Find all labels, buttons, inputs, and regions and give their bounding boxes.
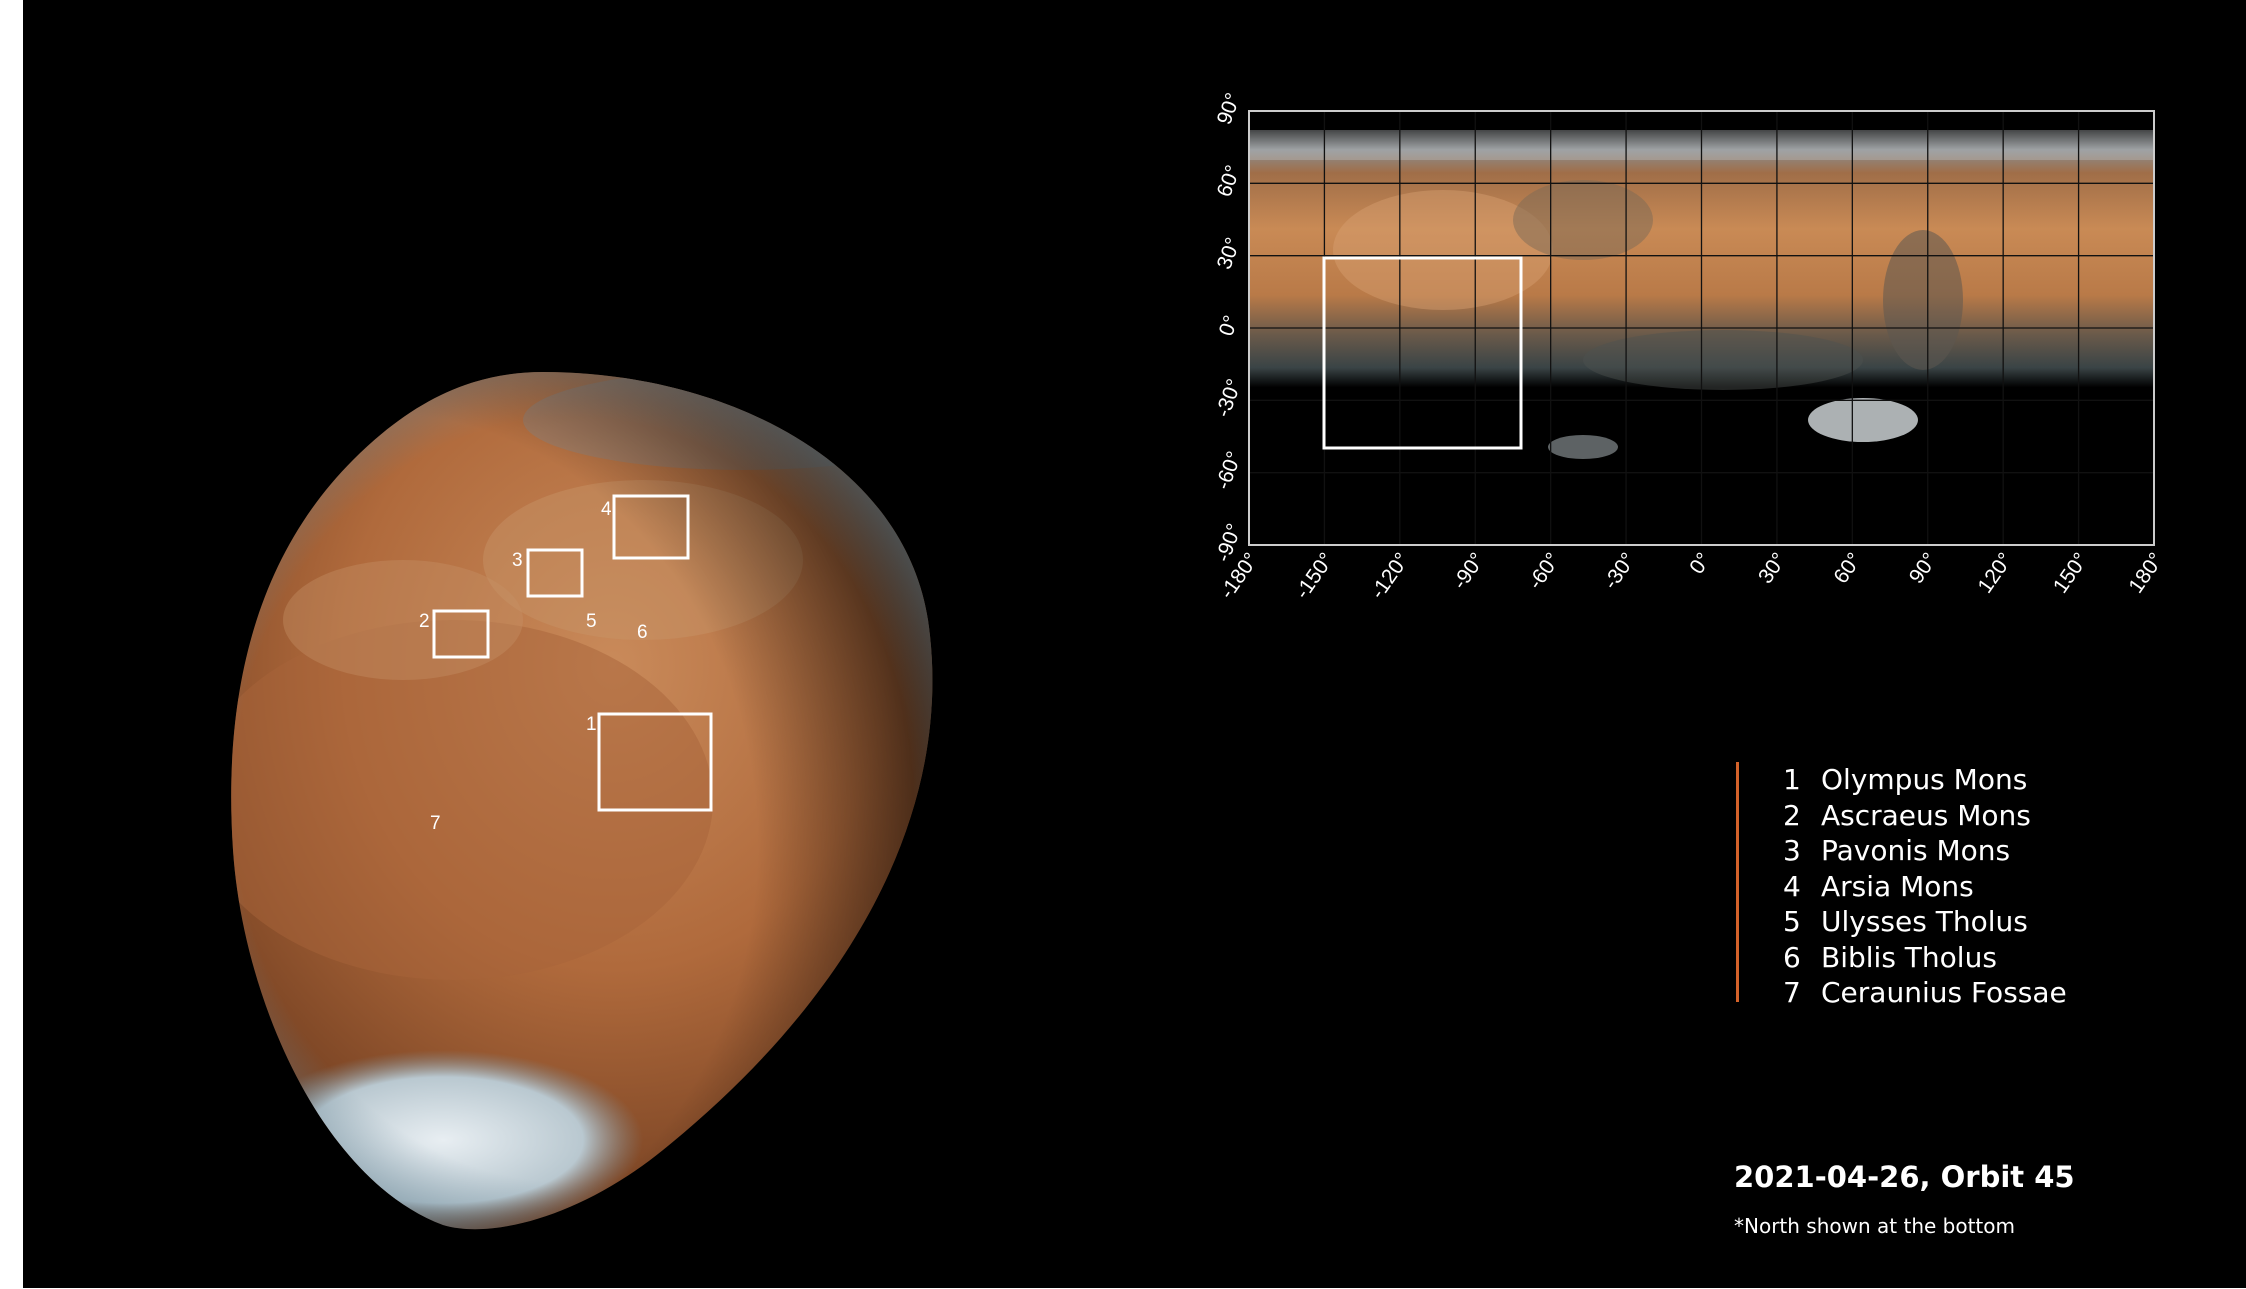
lon-tick-label: 180° bbox=[2124, 549, 2168, 598]
marker-label-4: 4 bbox=[601, 499, 612, 520]
lon-tick-label: 150° bbox=[2049, 549, 2093, 598]
legend-name: Arsia Mons bbox=[1821, 869, 1974, 903]
legend-number: 6 bbox=[1783, 940, 1801, 974]
marker-label-2: 2 bbox=[419, 611, 430, 632]
map-grid bbox=[1249, 111, 2154, 545]
lat-tick-label: 30° bbox=[1213, 235, 1245, 273]
lat-tick-label: 60° bbox=[1213, 162, 1245, 200]
legend-number: 7 bbox=[1783, 976, 1801, 1009]
lat-tick-label: -60° bbox=[1211, 448, 1246, 492]
legend-name: Ceraunius Fossae bbox=[1821, 976, 2067, 1009]
lon-tick-label: -90° bbox=[1448, 549, 1489, 594]
legend-number: 5 bbox=[1783, 905, 1801, 938]
marker-box-4 bbox=[612, 494, 690, 560]
lon-tick-label: -30° bbox=[1599, 549, 1640, 594]
legend-name: Pavonis Mons bbox=[1821, 834, 2011, 867]
lon-tick-label: -120° bbox=[1366, 549, 1414, 604]
mars-map-figure: 90°60°30°0°-30°-60°-90° -180° -150° -120° -… bbox=[1211, 90, 2168, 604]
globe-markers: 1 2 3 4 5 6 7 bbox=[419, 494, 713, 834]
lon-tick-label: 90° bbox=[1905, 549, 1942, 588]
legend-name: Ulysses Tholus bbox=[1821, 905, 2028, 938]
map-border bbox=[1248, 110, 2155, 546]
lon-tick-label: 120° bbox=[1974, 549, 2018, 598]
lat-tick-label: 0° bbox=[1215, 312, 1243, 339]
legend-item: 2 Ascraeus Mons bbox=[1783, 798, 2067, 834]
legend-name: Ascraeus Mons bbox=[1821, 798, 2031, 832]
lat-tick-labels: 90°60°30°0°-30°-60°-90° bbox=[1211, 90, 1246, 565]
marker-box-3 bbox=[526, 548, 584, 598]
legend-item: 5 Ulysses Tholus bbox=[1783, 904, 2067, 940]
legend-item: 7 Ceraunius Fossae bbox=[1783, 975, 2067, 1011]
mars-globe-image: 1 2 3 4 5 6 7 bbox=[231, 372, 933, 1230]
legend-name: Olympus Mons bbox=[1821, 763, 2028, 796]
legend-item: 6 Biblis Tholus bbox=[1783, 940, 2067, 976]
map-highlight-box bbox=[1322, 256, 1523, 450]
lon-tick-label: 30° bbox=[1754, 549, 1791, 588]
legend-name: Biblis Tholus bbox=[1821, 940, 1997, 974]
marker-label-5: 5 bbox=[586, 611, 597, 632]
lat-tick-label: 90° bbox=[1213, 90, 1245, 128]
date-orbit: 2021-04-26, Orbit 45 bbox=[1734, 1160, 2075, 1194]
orientation-note: *North shown at the bottom bbox=[1734, 1214, 2015, 1238]
lon-tick-label: 60° bbox=[1829, 549, 1866, 588]
legend-item: 1 Olympus Mons bbox=[1783, 762, 2067, 798]
legend-number: 1 bbox=[1783, 763, 1801, 796]
legend-item: 3 Pavonis Mons bbox=[1783, 833, 2067, 869]
lat-tick-label: -30° bbox=[1211, 376, 1246, 420]
image-frame: 1 2 3 4 5 6 7 bbox=[23, 0, 2246, 1288]
volcano-legend: 1 Olympus Mons 2 Ascraeus Mons 3 Pavonis Mons… bbox=[1736, 762, 2067, 1009]
marker-label-7: 7 bbox=[430, 813, 441, 834]
legend-item: 4 Arsia Mons bbox=[1783, 869, 2067, 905]
legend-number: 4 bbox=[1783, 869, 1801, 903]
marker-box-2 bbox=[432, 609, 490, 659]
lon-tick-labels: -180° -150° -120° -90° -60° -30° 0° 30° 60° 90° 12… bbox=[1215, 549, 2168, 604]
marker-label-1: 1 bbox=[586, 714, 597, 735]
marker-box-1 bbox=[597, 712, 713, 812]
lon-tick-label: -150° bbox=[1291, 549, 1339, 604]
lon-tick-label: -60° bbox=[1524, 549, 1565, 594]
marker-label-6: 6 bbox=[637, 622, 648, 643]
lon-tick-label: 0° bbox=[1685, 549, 1715, 579]
marker-label-3: 3 bbox=[512, 550, 523, 571]
legend-number: 2 bbox=[1783, 798, 1801, 832]
legend-number: 3 bbox=[1783, 834, 1801, 867]
